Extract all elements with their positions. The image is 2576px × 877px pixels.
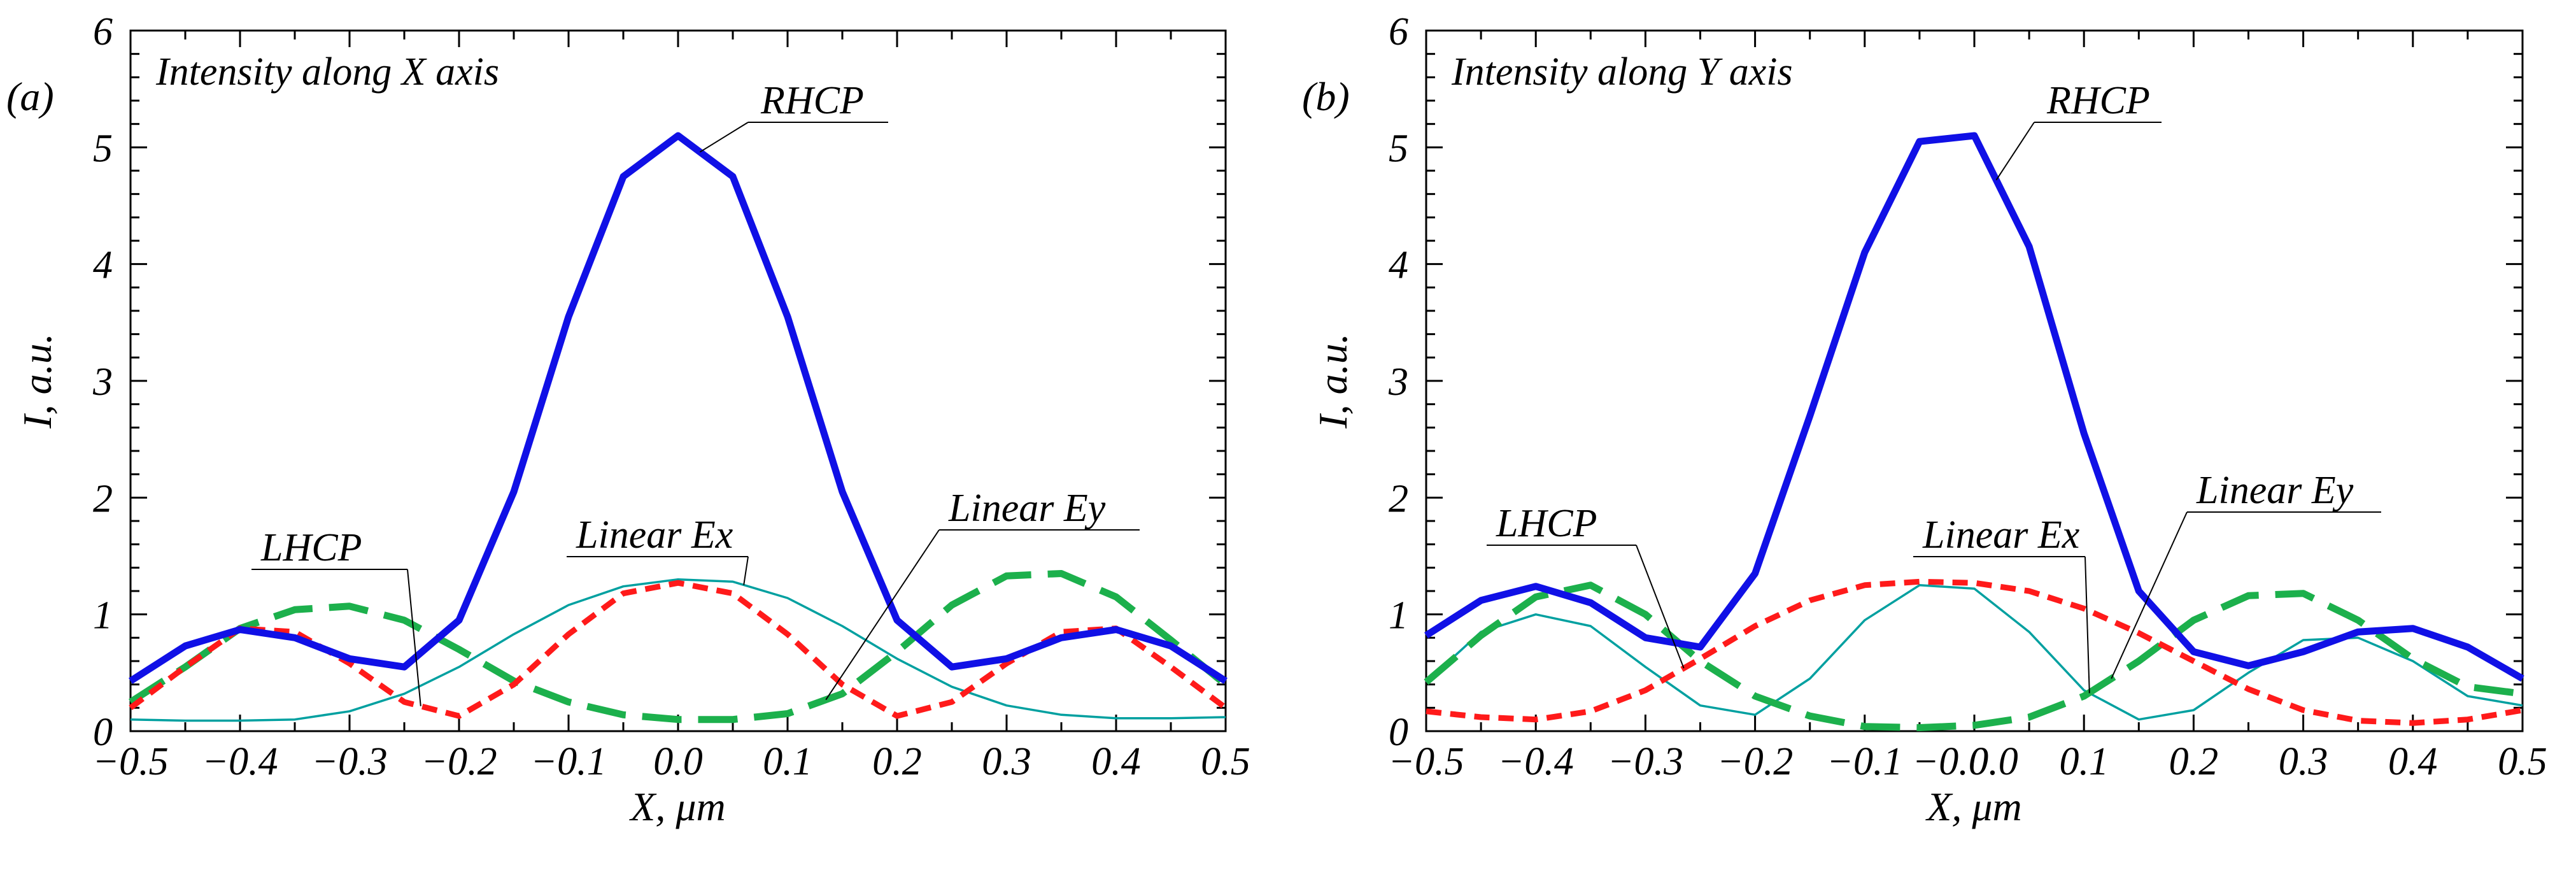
x-tick-label: 0.3 bbox=[2279, 740, 2328, 783]
series-label-rhcp: RHCP bbox=[2046, 79, 2150, 122]
series-label-lhcp: LHCP bbox=[260, 526, 362, 569]
x-tick-label: −0.2 bbox=[1717, 740, 1793, 783]
x-tick-label: 0.2 bbox=[872, 740, 922, 783]
x-tick-label: −0.1 bbox=[1827, 740, 1902, 783]
y-tick-label: 5 bbox=[1389, 127, 1408, 170]
x-tick-label: −0.1 bbox=[530, 740, 606, 783]
x-tick-label: 0.2 bbox=[2169, 740, 2219, 783]
annotation-leader bbox=[407, 569, 421, 706]
series-label-rhcp: RHCP bbox=[760, 79, 864, 122]
annotation-leader bbox=[699, 122, 749, 153]
y-tick-label: 1 bbox=[93, 594, 113, 638]
x-tick-label: 0.5 bbox=[2498, 740, 2547, 783]
y-axis-title: I, a.u. bbox=[1310, 333, 1355, 429]
annotation-leader bbox=[743, 556, 749, 585]
annotation-leader bbox=[1995, 122, 2035, 181]
x-axis-title: X, μm bbox=[1925, 784, 2021, 829]
y-tick-label: 2 bbox=[1389, 477, 1408, 520]
x-tick-label: 0.4 bbox=[2388, 740, 2438, 783]
annotation-leader bbox=[1636, 545, 1685, 669]
annotation-leader bbox=[825, 529, 940, 701]
x-tick-label: −0.4 bbox=[1498, 740, 1574, 783]
x-tick-label: 0.1 bbox=[2059, 740, 2109, 783]
panel-b: −0.5 −0.4 −0.3 −0.2 −0.1 −0.00.0 0.1 0.2 0.3 0.4 0… bbox=[1302, 10, 2547, 829]
y-tick-label: 3 bbox=[92, 360, 113, 404]
x-tick-label: −0.3 bbox=[1608, 740, 1683, 783]
y-tick-label: 2 bbox=[93, 477, 113, 520]
y-axis-title: I, a.u. bbox=[15, 333, 60, 429]
series-label-lhcp: LHCP bbox=[1496, 502, 1597, 545]
series-label-linear-ex: Linear Ex bbox=[1922, 513, 2080, 557]
x-tick-label: −0.2 bbox=[421, 740, 497, 783]
y-tick-label: 3 bbox=[1388, 360, 1408, 404]
series-line-linear-ex bbox=[130, 578, 1226, 722]
y-tick-label: 4 bbox=[1389, 244, 1408, 287]
series-line-linear-ey bbox=[1424, 581, 2523, 731]
panel-title: Intensity along Y axis bbox=[1451, 50, 1793, 94]
y-tick-label: 0 bbox=[93, 711, 113, 754]
series-label-linear-ey: Linear Ey bbox=[2196, 469, 2354, 512]
series-label-linear-ex: Linear Ex bbox=[576, 513, 733, 557]
x-tick-label: 0.1 bbox=[763, 740, 812, 783]
panel-label: (a) bbox=[6, 74, 54, 119]
annotation-leader bbox=[2084, 556, 2090, 694]
series-line-lhcp bbox=[1426, 578, 2523, 726]
x-tick-label: −0.5 bbox=[92, 740, 168, 783]
x-tick-label: −0.5 bbox=[1388, 740, 1464, 783]
series-line-rhcp bbox=[1424, 132, 2524, 682]
panel-a: −0.5 −0.4 −0.3 −0.2 −0.1 0.0 0.1 0.2 0.3 0.4 0.5 0 1… bbox=[6, 10, 1250, 829]
panel-label: (b) bbox=[1302, 74, 1350, 119]
y-tick-label: 6 bbox=[1389, 10, 1408, 53]
x-tick-label: −0.3 bbox=[311, 740, 387, 783]
x-tick-label: 0.0 bbox=[653, 740, 703, 783]
y-tick-label: 1 bbox=[1389, 594, 1408, 638]
series-line-lhcp bbox=[129, 580, 1228, 719]
series-line-rhcp bbox=[129, 132, 1228, 684]
y-tick-label: 0 bbox=[1389, 711, 1408, 754]
annotation-leader bbox=[2111, 511, 2188, 679]
series-label-linear-ey: Linear Ey bbox=[948, 487, 1106, 530]
x-tick-label: −0.4 bbox=[202, 740, 278, 783]
panel-title: Intensity along X axis bbox=[155, 50, 499, 94]
y-tick-label: 4 bbox=[93, 244, 113, 287]
y-tick-label: 6 bbox=[93, 10, 113, 53]
x-tick-label: 0.0 bbox=[1969, 740, 2018, 783]
x-axis-title: X, μm bbox=[628, 784, 725, 829]
series-line-linear-ey bbox=[129, 570, 1228, 724]
x-tick-label: −0.0 bbox=[1912, 740, 1988, 783]
x-tick-label: 0.4 bbox=[1091, 740, 1141, 783]
x-tick-label: 0.3 bbox=[982, 740, 1031, 783]
y-tick-label: 5 bbox=[93, 127, 113, 170]
x-tick-label: 0.5 bbox=[1201, 740, 1250, 783]
